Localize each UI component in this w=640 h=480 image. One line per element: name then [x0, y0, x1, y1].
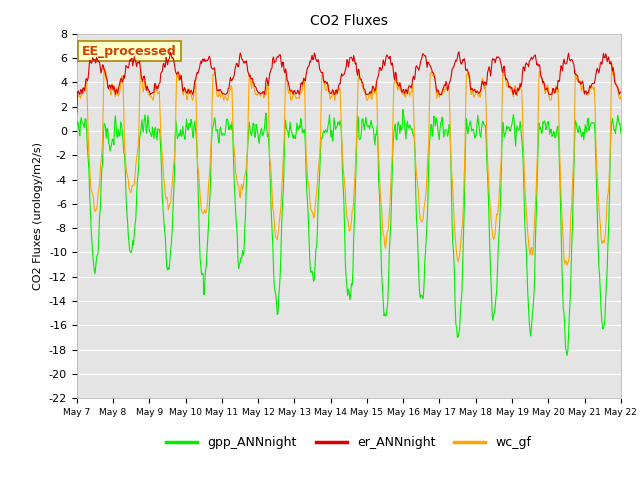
Title: CO2 Fluxes: CO2 Fluxes — [310, 14, 388, 28]
Legend: gpp_ANNnight, er_ANNnight, wc_gf: gpp_ANNnight, er_ANNnight, wc_gf — [161, 431, 536, 454]
Y-axis label: CO2 Fluxes (urology/m2/s): CO2 Fluxes (urology/m2/s) — [33, 142, 44, 290]
Text: EE_processed: EE_processed — [82, 45, 177, 58]
